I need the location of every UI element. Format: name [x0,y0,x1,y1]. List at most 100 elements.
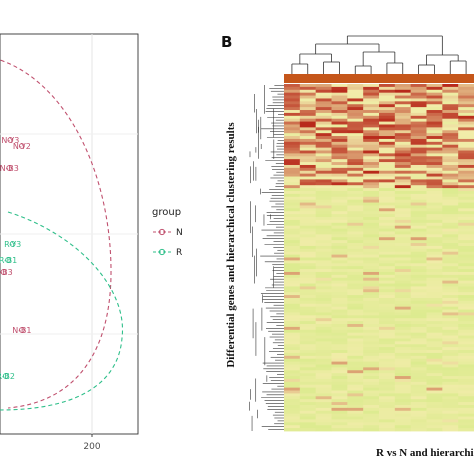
heatmap-cell [315,153,332,157]
point-r-y3 [9,241,16,247]
heatmap-cell [284,277,301,282]
heatmap-cell [363,205,380,209]
heatmap-cell [410,373,427,377]
heatmap-cell [331,402,348,406]
heatmap-cell [347,396,364,400]
heatmap-cell [394,240,412,244]
heatmap-cell [426,321,443,325]
heatmap-cell [442,245,459,250]
heatmap-cell [394,219,412,224]
heatmap-cell [299,217,317,221]
heatmap-cell [299,422,317,426]
heatmap-cell [299,367,317,371]
heatmap-cell [394,277,412,282]
heatmap-cell [394,150,412,154]
point-label-n-y2: N-Y2 [13,142,31,151]
heatmap-cell [284,107,301,111]
heatmap-cell [426,428,443,432]
heatmap-cell [394,167,412,172]
heatmap-cell [379,324,396,328]
heatmap-cell [331,326,348,331]
heatmap-cell [347,297,364,302]
heatmap-cell [426,263,443,267]
heatmap-cell [315,260,332,264]
heatmap-cell [347,205,364,209]
heatmap-cell [299,188,317,192]
heatmap-cell [458,321,474,325]
heatmap-cell [394,251,412,256]
heatmap-cell [299,286,317,290]
heatmap-cell [299,297,317,302]
heatmap-cell [299,138,317,143]
point-label-r-y3: R-Y3 [4,240,21,249]
heatmap-cell [442,355,459,360]
heatmap-cell [426,251,443,256]
heatmap-cell [458,419,474,423]
heatmap-cell [458,190,474,195]
heatmap-cell [347,112,364,117]
heatmap-cell [426,136,443,140]
heatmap-cell [379,381,396,386]
heatmap-cell [379,136,396,140]
heatmap-cell [347,237,364,241]
heatmap-cell [299,350,317,354]
point-n-y2 [19,143,25,149]
heatmap-cell [299,419,317,423]
heatmap-cell [379,92,396,96]
heatmap-cell [458,355,474,360]
heatmap-cell [299,324,317,328]
heatmap-cell [347,312,364,316]
heatmap-cell [299,121,317,125]
heatmap-cell [442,243,459,247]
heatmap-cell [363,115,380,120]
heatmap-cell [458,425,474,429]
heatmap-cell [379,341,396,345]
heatmap-cell [458,240,474,244]
heatmap-cell [299,309,317,313]
heatmap-cell [379,326,396,331]
heatmap-cell [315,364,332,368]
heatmap-cell [410,202,427,206]
heatmap-cell [299,124,317,128]
heatmap-cell [379,188,396,192]
heatmap-cell [442,422,459,426]
heatmap-cell [426,410,443,415]
heatmap-cell [426,164,443,169]
heatmap-cell [284,173,301,177]
heatmap-cell [442,254,459,258]
heatmap-cell [426,381,443,386]
heatmap-cell [347,240,364,244]
heatmap-cell [410,170,427,175]
heatmap-cell [442,153,459,157]
heatmap-cell [410,254,427,258]
heatmap-cell [426,312,443,316]
heatmap-cell [347,217,364,221]
heatmap-cell [426,231,443,235]
heatmap-cell [347,234,364,238]
heatmap-cell [315,173,332,177]
heatmap-cell [426,124,443,128]
heatmap-cell [394,95,412,99]
heatmap-cell [299,170,317,175]
heatmap-cell [299,384,317,389]
heatmap-cell [442,350,459,354]
heatmap-cell [299,428,317,432]
heatmap-cell [363,190,380,195]
heatmap-cell [410,107,427,111]
heatmap-cell [442,407,459,412]
heatmap-cell [410,332,427,336]
heatmap-cell [331,222,348,227]
heatmap-cell [426,315,443,319]
heatmap-cell [284,176,301,180]
heatmap-cell [379,404,396,409]
heatmap-cell [315,228,332,232]
heatmap-cell [410,277,427,282]
heatmap-cell [379,329,396,334]
heatmap-cell [379,422,396,426]
heatmap-cell [379,150,396,154]
heatmap-cell [299,381,317,386]
heatmap-cell [331,286,348,290]
heatmap-cell [299,292,317,296]
heatmap-cell [284,396,301,400]
heatmap-cell [315,321,332,325]
